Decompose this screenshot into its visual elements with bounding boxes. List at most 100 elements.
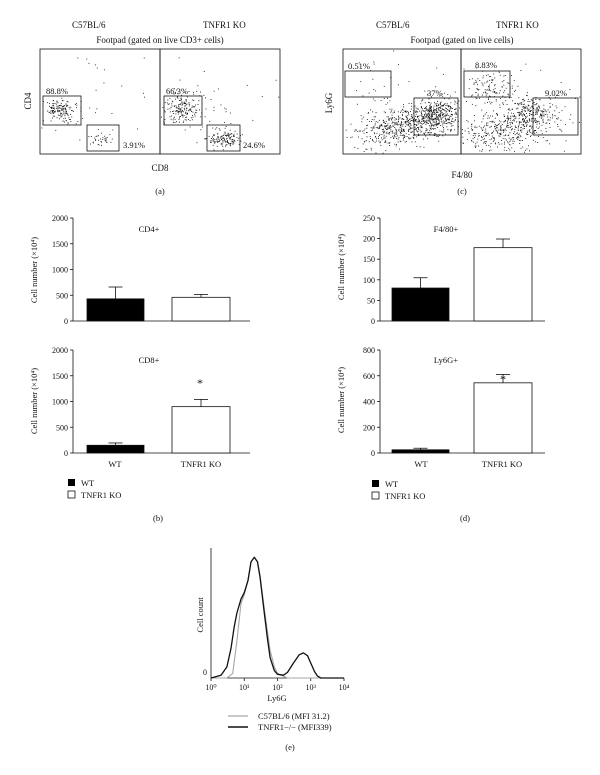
event-dot — [378, 128, 380, 130]
event-dot — [388, 133, 390, 135]
event-dot — [549, 117, 551, 119]
event-dot — [425, 121, 427, 123]
event-dot — [397, 111, 399, 113]
event-dot — [397, 121, 399, 123]
event-dot — [41, 127, 43, 129]
event-dot — [542, 118, 544, 120]
event-dot — [428, 98, 430, 100]
event-dot — [189, 120, 191, 122]
event-dot — [496, 92, 498, 94]
event-dot — [179, 116, 181, 118]
event-dot — [56, 107, 58, 109]
event-dot — [409, 118, 411, 120]
event-dot — [429, 114, 431, 116]
event-dot — [506, 118, 508, 119]
event-dot — [378, 136, 379, 138]
event-dot — [510, 138, 512, 140]
event-dot — [522, 124, 524, 126]
event-dot — [534, 109, 536, 111]
event-dot — [402, 119, 404, 120]
event-dot — [377, 127, 379, 129]
event-dot — [538, 99, 540, 100]
event-dot — [530, 136, 531, 137]
event-dot — [366, 136, 368, 138]
bar-ytick-label: 200 — [363, 235, 375, 244]
event-dot — [524, 151, 525, 153]
event-dot — [403, 137, 404, 139]
event-dot — [498, 133, 500, 135]
event-dot — [180, 97, 182, 99]
event-dot — [88, 136, 90, 138]
event-dot — [522, 128, 524, 130]
event-dot — [438, 140, 440, 142]
event-dot — [536, 103, 538, 104]
event-dot — [474, 127, 476, 128]
event-dot — [423, 146, 425, 148]
event-dot — [400, 111, 401, 113]
hist-series-line — [210, 556, 344, 679]
event-dot — [60, 113, 61, 115]
event-dot — [185, 102, 187, 104]
event-dot — [400, 131, 402, 132]
panel-c-xlabel: F4/80 — [451, 170, 473, 180]
event-dot — [430, 126, 432, 128]
event-dot — [509, 109, 511, 111]
event-dot — [476, 141, 478, 143]
event-dot — [487, 80, 489, 82]
event-dot — [383, 85, 385, 87]
event-dot — [528, 130, 530, 132]
event-dot — [76, 107, 77, 109]
event-dot — [455, 109, 457, 110]
event-dot — [471, 128, 472, 130]
event-dot — [513, 115, 515, 116]
event-dot — [381, 123, 383, 125]
event-dot — [474, 120, 475, 122]
event-dot — [442, 105, 444, 107]
event-dot — [60, 107, 62, 109]
event-dot — [65, 103, 67, 105]
event-dot — [234, 140, 236, 142]
event-dot — [191, 119, 193, 121]
event-dot — [448, 115, 450, 117]
event-dot — [475, 79, 477, 81]
event-dot — [500, 125, 502, 126]
event-dot — [511, 115, 513, 117]
event-dot — [519, 121, 521, 123]
event-dot — [485, 135, 487, 137]
event-dot — [96, 135, 98, 137]
event-dot — [212, 139, 214, 141]
event-dot — [421, 130, 423, 132]
event-dot — [494, 77, 496, 79]
event-dot — [450, 107, 452, 109]
event-dot — [437, 136, 439, 137]
event-dot — [171, 105, 173, 107]
event-dot — [209, 120, 211, 122]
event-dot — [519, 121, 521, 123]
event-dot — [63, 113, 65, 115]
event-dot — [181, 111, 183, 113]
panel-a-flow: C57BL/6 TNFR1 KO Footpad (gated on live … — [23, 20, 281, 196]
event-dot — [442, 120, 444, 122]
event-dot — [424, 90, 426, 92]
event-dot — [137, 128, 138, 130]
event-dot — [440, 120, 442, 122]
event-dot — [176, 89, 178, 91]
event-dot — [385, 135, 387, 137]
bar-ytick-label: 500 — [56, 291, 68, 300]
event-dot — [397, 141, 399, 143]
event-dot — [399, 134, 401, 136]
event-dot — [493, 137, 495, 139]
event-dot — [509, 141, 511, 142]
event-dot — [182, 122, 184, 123]
event-dot — [498, 124, 499, 126]
event-dot — [92, 142, 94, 144]
panel-a-plot-c57-frame — [39, 48, 161, 155]
event-dot — [446, 110, 448, 112]
event-dot — [504, 128, 506, 130]
event-dot — [519, 129, 521, 131]
event-dot — [492, 80, 494, 81]
event-dot — [173, 116, 175, 118]
event-dot — [55, 110, 56, 112]
legend-label-c57: C57BL/6 (MFI 31.2) — [258, 711, 330, 721]
event-dot — [67, 123, 69, 125]
